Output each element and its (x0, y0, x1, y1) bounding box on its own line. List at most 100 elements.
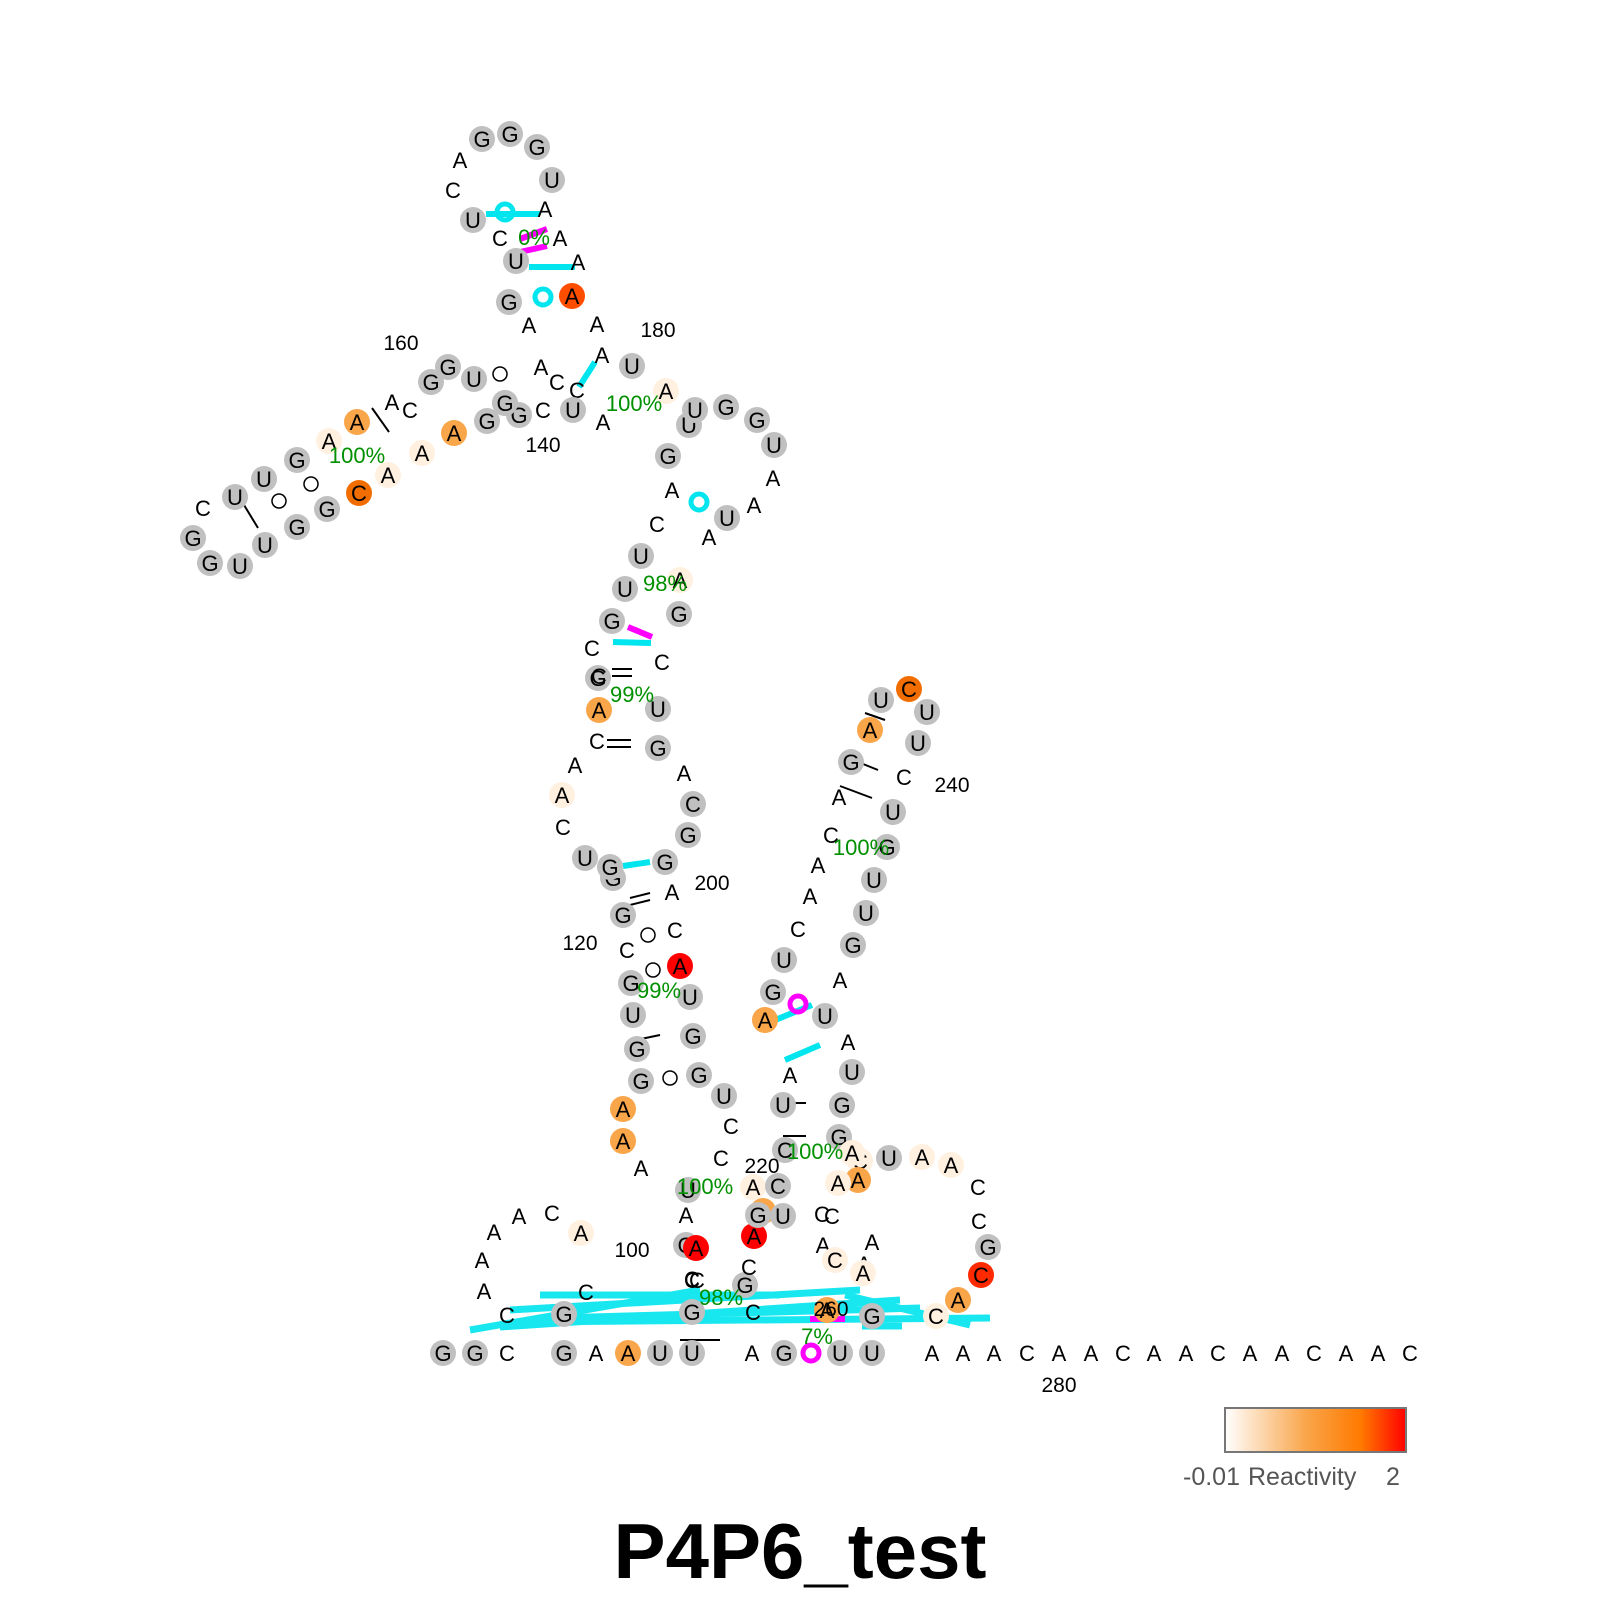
nucleotide: U (839, 1059, 865, 1085)
nucleotide: G (745, 1202, 771, 1228)
nucleotide-letter: G (764, 980, 781, 1005)
nucleotide: U (645, 696, 671, 722)
nucleotide: U (859, 1340, 885, 1366)
nucleotide: A (453, 148, 468, 173)
nucleotide: U (853, 900, 879, 926)
nucleotide-reactivity-circle (679, 1340, 705, 1366)
nucleotide-reactivity-circle (652, 849, 678, 875)
nucleotide-letter: A (925, 1341, 940, 1366)
nucleotide-letter: C (1306, 1341, 1322, 1366)
nucleotide: A (783, 1063, 798, 1088)
helix-confidence-label: 100% (606, 391, 662, 416)
nucleotide-letter: A (851, 1168, 866, 1193)
nucleotide: G (838, 749, 864, 775)
nucleotide: U (461, 366, 487, 392)
nucleotide-reactivity-circle (645, 735, 671, 761)
nucleotide: A (665, 478, 680, 503)
nucleotide: C (772, 1137, 798, 1163)
nucleotide: A (596, 410, 611, 435)
nucleotide: C (684, 1268, 700, 1293)
nucleotide: A (747, 493, 762, 518)
nucleotide: U (628, 543, 654, 569)
nucleotide-letter: A (951, 1288, 966, 1313)
wobble-marker (303, 476, 319, 492)
nucleotide: G (618, 970, 644, 996)
nucleotide-letter: U (544, 168, 560, 193)
nucleotide: G (585, 665, 611, 691)
nucleotide-letter: A (1052, 1341, 1067, 1366)
nucleotide-letter: C (896, 765, 912, 790)
helix-confidence-label: 98% (699, 1285, 743, 1310)
nucleotide-reactivity-circle (859, 1303, 885, 1329)
nucleotide: C (402, 398, 418, 423)
nucleotide-letter: A (659, 379, 674, 404)
nucleotide-letter: A (841, 1030, 856, 1055)
nucleotide: A (441, 420, 467, 446)
nucleotide: A (850, 1260, 876, 1286)
position-label: 260 (813, 1298, 848, 1321)
nucleotide: G (284, 447, 310, 473)
nucleotide-letter: G (318, 497, 335, 522)
nucleotide: A (857, 717, 883, 743)
nucleotide: U (620, 1002, 646, 1028)
nucleotide-letter: A (811, 853, 826, 878)
nucleotide: C (584, 636, 600, 661)
nucleotide-letter: C (667, 918, 683, 943)
nucleotide-letter: U (866, 868, 882, 893)
nucleotide: U (677, 984, 703, 1010)
wobble-marker (662, 1070, 678, 1086)
wobble-marker (271, 493, 287, 509)
nucleotide-reactivity-circle (680, 791, 706, 817)
nucleotide: U (880, 799, 906, 825)
nucleotide-letter: A (665, 880, 680, 905)
nucleotide-reactivity-circle (686, 1062, 712, 1088)
nucleotide: A (1147, 1341, 1162, 1366)
nucleotide: C (814, 1202, 830, 1227)
nucleotide-reactivity-circle (760, 979, 786, 1005)
nucleotide: C (689, 1268, 705, 1293)
wobble-marker (787, 993, 809, 1015)
nucleotide: A (634, 1156, 649, 1181)
nucleotide-reactivity-circle (839, 1059, 865, 1085)
nucleotide-letter: A (1371, 1341, 1386, 1366)
nucleotide-reactivity-circle (845, 1167, 871, 1193)
nucleotide-reactivity-circle (539, 167, 565, 193)
nucleotide-reactivity-circle (868, 687, 894, 713)
nucleotide: A (590, 312, 605, 337)
nucleotide-reactivity-circle (316, 428, 342, 454)
nucleotide: A (1371, 1341, 1386, 1366)
nucleotide-letter: C (723, 1114, 739, 1139)
nucleotide-letter: U (256, 467, 272, 492)
nucleotide-reactivity-circle (825, 1170, 851, 1196)
nucleotide-letter: A (596, 410, 611, 435)
nucleotide: C (790, 917, 806, 942)
nucleotide: G (840, 932, 866, 958)
nucleotide-letter: C (827, 1248, 843, 1273)
nucleotide-letter: U (565, 398, 581, 423)
nucleotide-reactivity-circle (829, 1092, 855, 1118)
nucleotide-letter: C (1019, 1341, 1035, 1366)
nucleotide-reactivity-circle (551, 1340, 577, 1366)
nucleotide-letter: U (625, 1003, 641, 1028)
nucleotide: U (252, 532, 278, 558)
nucleotide: C (544, 1201, 560, 1226)
nucleotide-letter: C (684, 1267, 700, 1292)
helix-confidence-label: 100% (787, 1139, 843, 1164)
nucleotide: A (1179, 1341, 1194, 1366)
nucleotide: C (723, 1114, 739, 1139)
nucleotide-letter: U (919, 700, 935, 725)
nucleotide-reactivity-circle (645, 696, 671, 722)
nucleotide-reactivity-circle (744, 407, 770, 433)
nucleotide-letter: A (746, 1175, 761, 1200)
nucleotide: U (711, 1083, 737, 1109)
nucleotide-letter: G (679, 823, 696, 848)
nucleotide-letter: G (501, 122, 518, 147)
nucleotide: U (251, 466, 277, 492)
nucleotide-letter: C (649, 512, 665, 537)
reactivity-legend: -0.01 Reactivity 2 (1183, 1407, 1407, 1491)
nucleotide: A (653, 378, 679, 404)
nucleotide: U (572, 845, 598, 871)
pair-bond (371, 407, 390, 433)
nucleotide-letter: G (184, 526, 201, 551)
nucleotide: C (824, 1204, 840, 1229)
